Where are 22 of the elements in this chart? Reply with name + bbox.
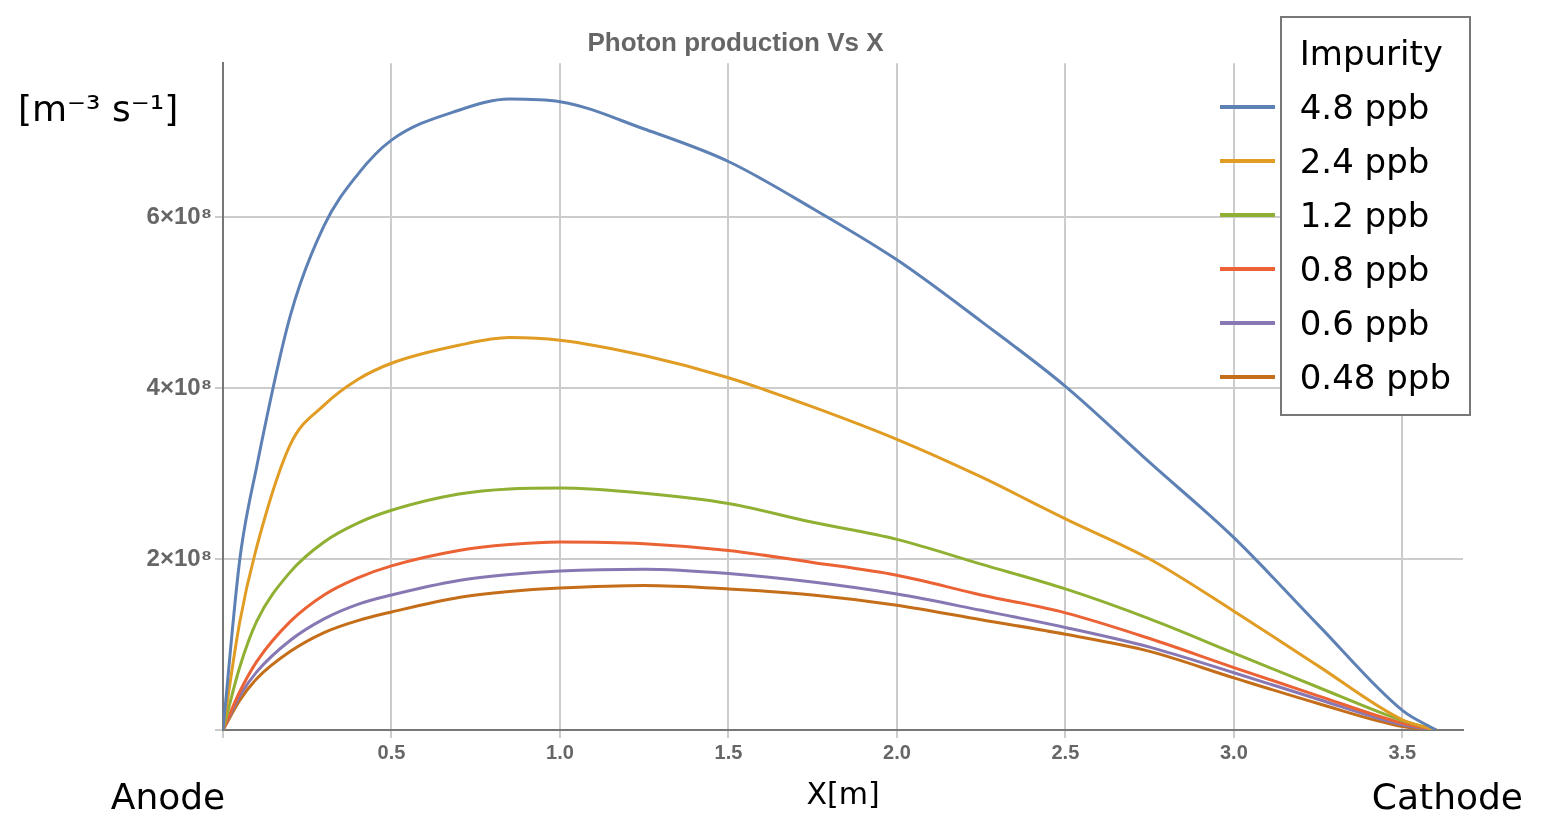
legend-label: 4.8 ppb — [1299, 86, 1430, 129]
legend-title: Impurity — [1299, 32, 1444, 75]
legend-label: 0.8 ppb — [1299, 248, 1430, 291]
y-axis-title: [m⁻³ s⁻¹] — [18, 87, 179, 129]
x-axis-title: X[m] — [806, 775, 880, 811]
legend-label: 0.48 ppb — [1299, 356, 1451, 399]
x-tick-label: 2.0 — [883, 740, 911, 763]
legend-label: 1.2 ppb — [1299, 194, 1430, 237]
x-tick-label: 3.0 — [1219, 740, 1248, 763]
x-tick-label: 2.5 — [1051, 740, 1080, 763]
y-tick-label: 6×10⁸ — [146, 201, 212, 229]
x-tick-label: 3.5 — [1388, 740, 1417, 763]
x-tick-label: 1.5 — [714, 740, 743, 763]
text: Anode — [110, 776, 226, 818]
x-tick-label: 1.0 — [546, 740, 574, 763]
legend-label: 2.4 ppb — [1299, 140, 1430, 183]
text: Cathode — [1371, 776, 1523, 818]
y-tick-label: 2×10⁸ — [146, 543, 212, 571]
legend-label: 0.6 ppb — [1299, 302, 1430, 345]
chart-title: Photon production Vs X — [587, 26, 885, 57]
x-tick-label: 0.5 — [377, 740, 406, 763]
y-tick-label: 4×10⁸ — [146, 372, 212, 400]
